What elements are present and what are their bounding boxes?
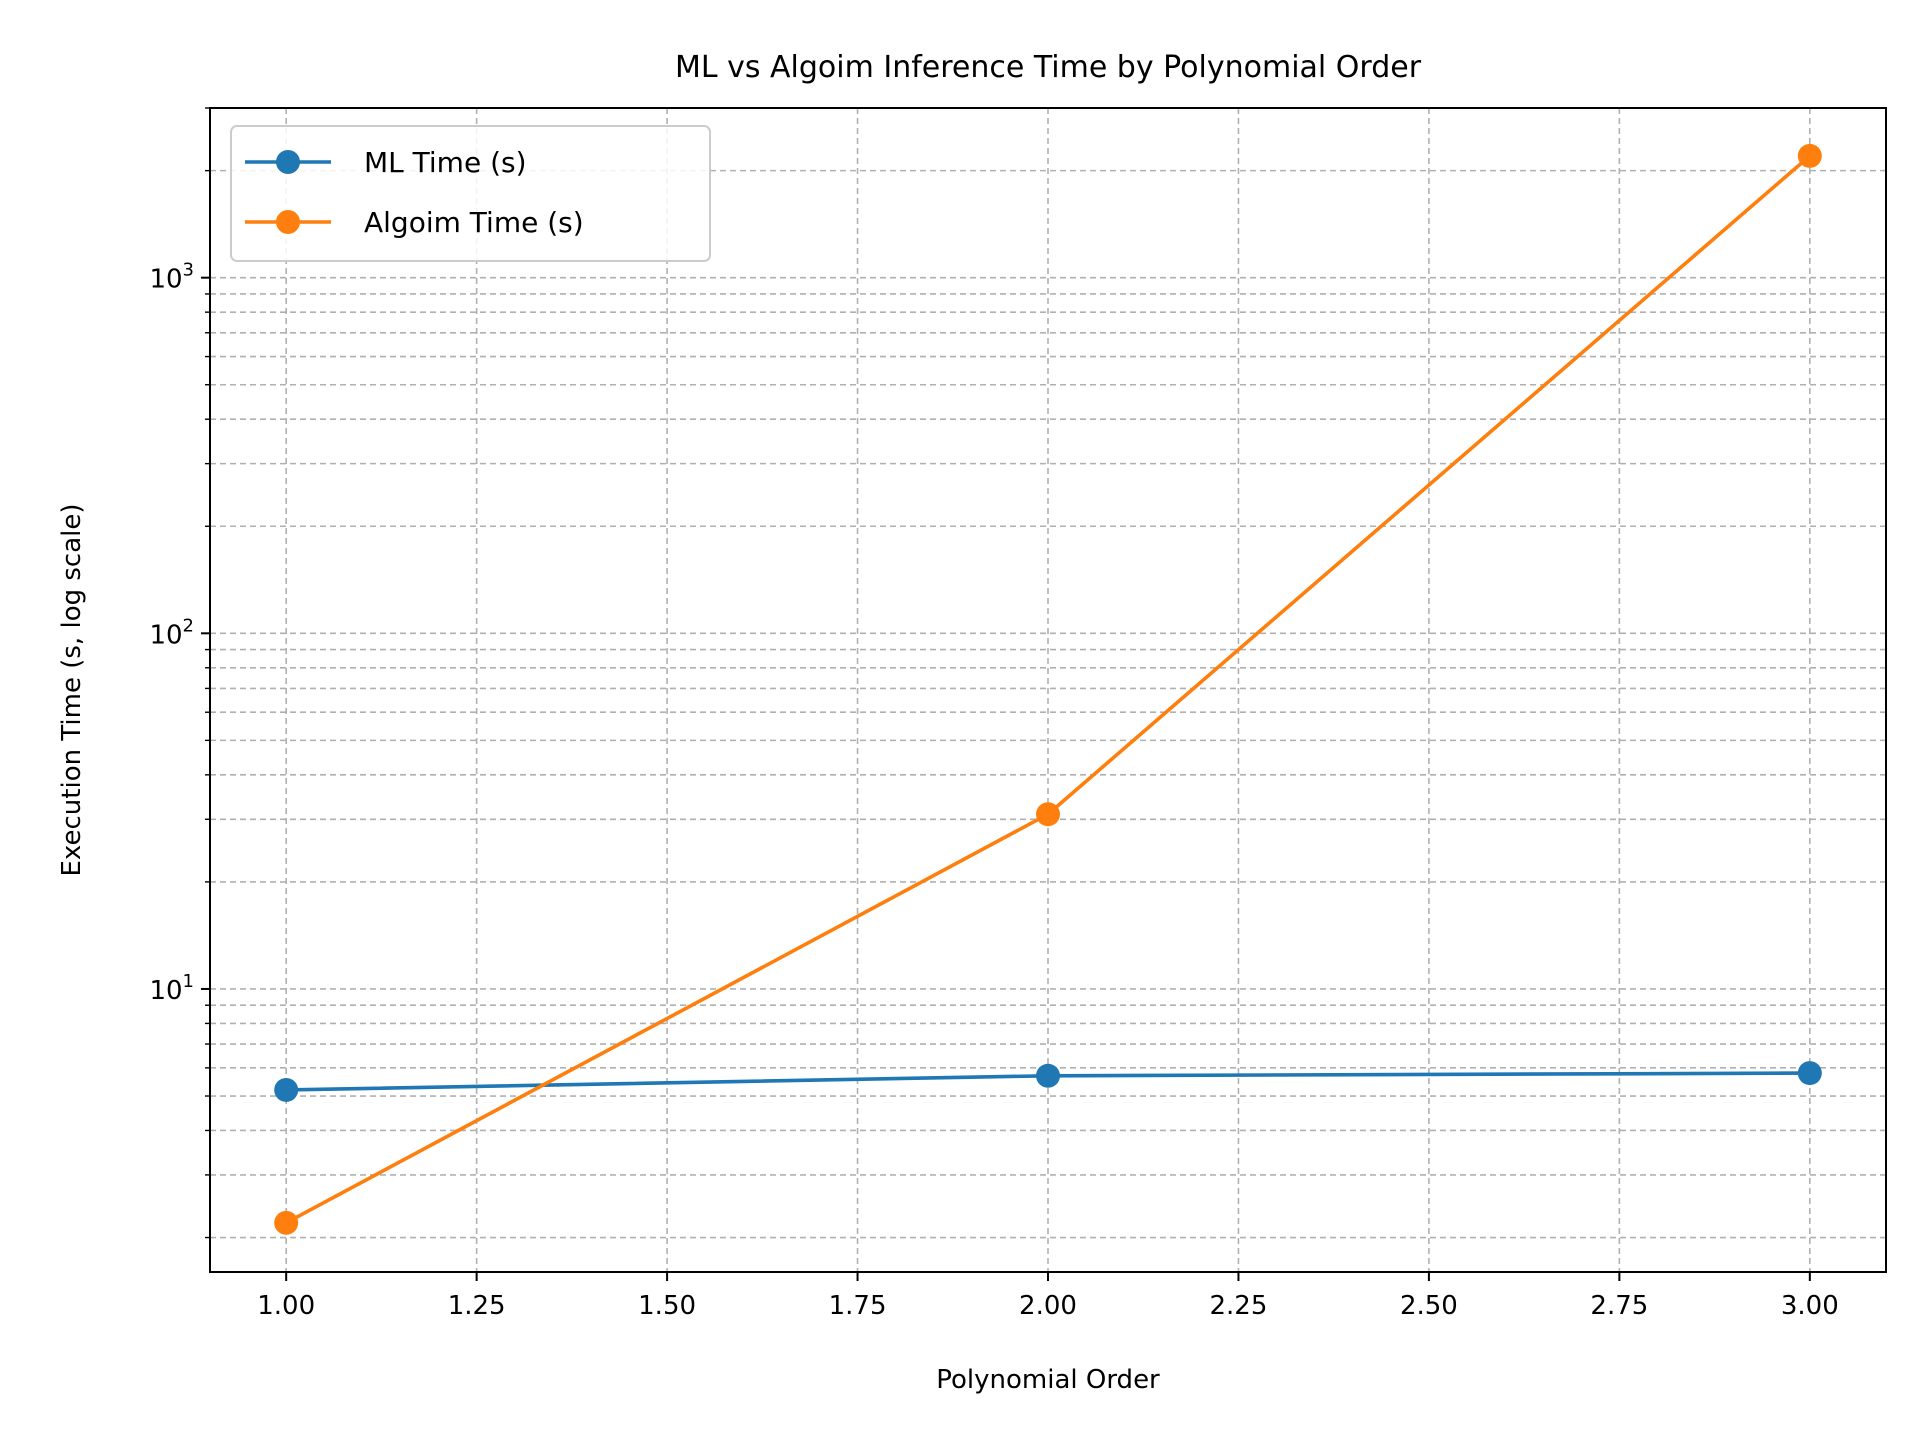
legend-label: ML Time (s) xyxy=(364,146,527,179)
legend-label: Algoim Time (s) xyxy=(364,206,584,239)
legend-box xyxy=(230,125,711,262)
x-axis-label: Polynomial Order xyxy=(936,1365,1160,1395)
legend-marker xyxy=(276,210,300,234)
x-tick-label: 3.00 xyxy=(1781,1291,1839,1321)
grid xyxy=(210,107,1886,1272)
x-tick-label: 2.50 xyxy=(1400,1291,1458,1321)
series-1 xyxy=(274,143,1822,1235)
legend: ML Time (s) Algoim Time (s) xyxy=(230,125,711,262)
x-tick-label: 1.25 xyxy=(448,1291,506,1321)
x-tick-label: 1.50 xyxy=(638,1291,696,1321)
data-point xyxy=(1797,1061,1822,1086)
y-tick-label: 103 xyxy=(149,260,194,295)
legend-marker xyxy=(276,150,300,174)
data-point xyxy=(1797,143,1822,168)
y-tick-label: 102 xyxy=(149,615,194,650)
legend-item: ML Time (s) xyxy=(245,146,527,179)
x-tick-label: 2.25 xyxy=(1210,1291,1268,1321)
data-point xyxy=(1036,1063,1060,1088)
y-axis: 101 102 103 xyxy=(149,107,210,1239)
x-tick-label: 1.00 xyxy=(257,1291,315,1321)
data-point xyxy=(274,1077,299,1102)
x-tick-label: 2.75 xyxy=(1590,1291,1648,1321)
data-point xyxy=(1036,802,1060,827)
x-axis: 1.00 1.25 1.50 1.75 2.00 2.25 2.50 2.75 3.00 xyxy=(257,1272,1839,1321)
data-point xyxy=(274,1210,299,1235)
y-tick-label: 101 xyxy=(149,971,194,1006)
y-axis-label: Execution Time (s, log scale) xyxy=(57,503,87,876)
chart-title: ML vs Algoim Inference Time by Polynomia… xyxy=(675,50,1422,85)
x-tick-label: 2.00 xyxy=(1019,1291,1077,1321)
series-layer xyxy=(274,143,1822,1235)
x-tick-label: 1.75 xyxy=(829,1291,887,1321)
legend-item: Algoim Time (s) xyxy=(245,206,584,239)
